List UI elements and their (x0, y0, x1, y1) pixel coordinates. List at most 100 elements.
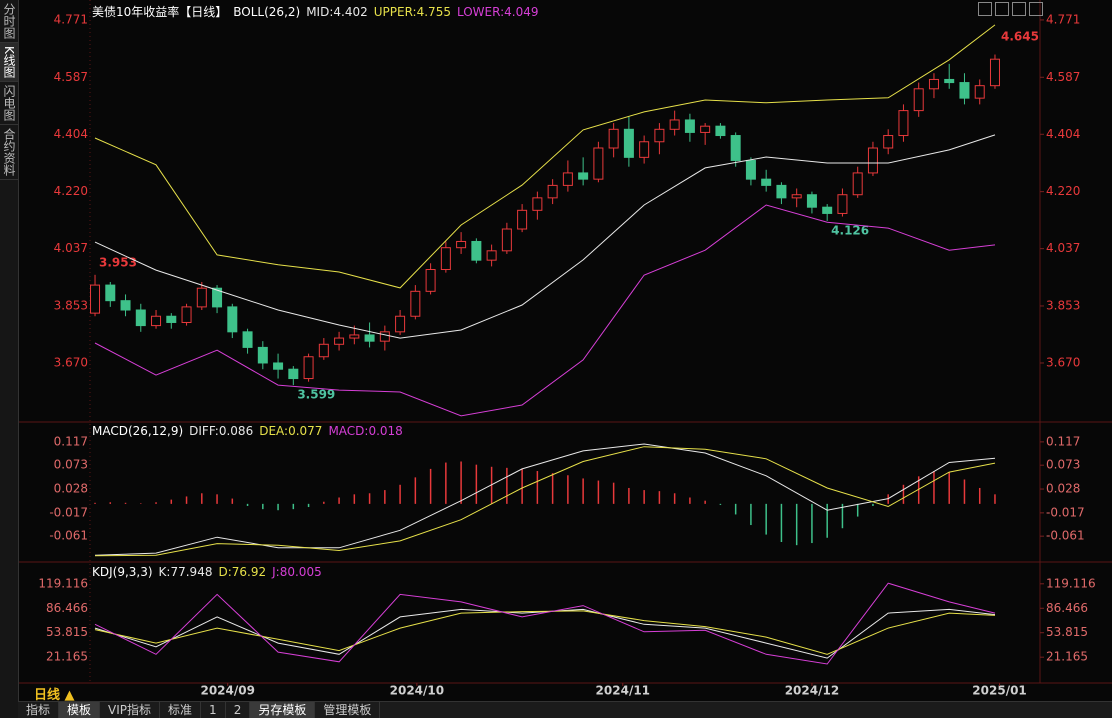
price-annotation: 4.645 (1001, 30, 1039, 44)
y-tick-label: 86.466 (1046, 601, 1088, 615)
candle-body (654, 128, 665, 143)
indicator-line (94, 24, 996, 289)
candle-body (349, 334, 360, 339)
toolbar-tab[interactable]: 标准 (160, 702, 202, 718)
candle-body (562, 172, 573, 186)
toolbar-tab[interactable]: 1 (201, 702, 226, 718)
legend-name: J: (272, 565, 280, 579)
legend-value: 4.755 (416, 4, 451, 19)
indicator-line (94, 204, 996, 417)
candle-body (181, 306, 192, 323)
price-annotation: 4.126 (831, 223, 869, 237)
toolbar-tab[interactable]: 管理模板 (315, 702, 381, 718)
indicator-line (94, 443, 996, 556)
toolbar-tab[interactable]: 另存模板 (250, 702, 316, 718)
icon[interactable] (1012, 2, 1026, 16)
candle-body (593, 147, 604, 180)
window-icons (978, 2, 1043, 16)
y-tick-label: 0.073 (1046, 458, 1080, 472)
side-tab[interactable]: 分时图 (0, 0, 18, 43)
toolbar-tab[interactable]: 2 (226, 702, 251, 718)
candle-body (379, 331, 390, 342)
y-tick-label: 4.771 (1046, 12, 1080, 26)
x-tick-label: 2024/11 (596, 684, 650, 698)
toolbar: 指标 模板 VIP指标 标准 1 2 另存模板 管理模板 (18, 701, 1112, 718)
y-tick-label: 4.404 (1046, 127, 1080, 141)
legend-entry: MID:4.402 (306, 5, 368, 19)
candle-body (578, 172, 589, 180)
candle-body (440, 247, 451, 271)
candle-body (456, 240, 467, 249)
icon[interactable] (978, 2, 992, 16)
candle-body (944, 78, 955, 84)
candle-body (639, 141, 650, 158)
legend-value: 0.018 (368, 424, 403, 438)
candle-body (852, 172, 863, 196)
legend-name: K: (158, 565, 171, 579)
side-tab[interactable]: 合约资料 (0, 125, 18, 180)
y-tick-label: 0.117 (1046, 434, 1080, 448)
y-tick-label: 21.165 (46, 650, 88, 664)
legend-entry: J:80.005 (272, 565, 322, 579)
period-label[interactable]: 日线 ▲ (34, 688, 75, 703)
indicator-line (94, 446, 996, 557)
title: 美债10年收益率【日线】 (92, 5, 228, 19)
candle-body (547, 184, 558, 199)
kdj-header: KDJ(9,3,3) K:77.948 D:76.92 J:80.005 (92, 565, 322, 579)
sidebar: 分时图 K线图 闪电图 合约资料 (0, 0, 19, 718)
y-tick-label: 0.028 (54, 482, 88, 496)
indicator: KDJ(9,3,3) (92, 565, 153, 579)
legend-entry: DIFF:0.086 (189, 424, 253, 438)
indicator: BOLL(26,2) (233, 4, 301, 19)
y-tick-label: 4.587 (1046, 70, 1080, 84)
legend-name: LOWER: (456, 4, 505, 19)
candle-body (90, 284, 101, 314)
legend-value: 76.92 (231, 565, 267, 579)
candle-body (151, 315, 162, 327)
legend-value: 0.077 (288, 424, 323, 438)
candle-body (791, 194, 802, 199)
toolbar-tab[interactable]: 指标 (18, 702, 60, 718)
candle-body (883, 135, 894, 149)
candle-body (486, 250, 497, 261)
price-annotation: 3.599 (297, 388, 335, 402)
candle-body (273, 362, 284, 370)
y-tick-label: 119.116 (38, 576, 88, 590)
candle-body (974, 85, 985, 99)
candle-body (822, 206, 833, 214)
legend-entry: MACD:0.018 (328, 424, 402, 438)
indicator-line (94, 610, 996, 655)
candle-body (501, 228, 512, 252)
y-tick-label: 86.466 (46, 601, 88, 615)
legend-entry: K:77.948 (159, 565, 213, 579)
y-tick-label: 3.853 (1046, 298, 1080, 312)
candle-body (135, 309, 146, 327)
y-tick-label: 4.771 (54, 12, 88, 26)
candle-body (257, 346, 268, 364)
icon[interactable] (1029, 2, 1043, 16)
candle-body (303, 356, 314, 380)
legend-entry: LOWER:4.049 (457, 5, 539, 19)
y-tick-label: 0.073 (54, 458, 88, 472)
y-tick-label: 119.116 (1046, 576, 1096, 590)
candle-body (913, 88, 924, 112)
legend-name: DIFF: (189, 424, 219, 438)
legend-value: 77.948 (170, 565, 213, 579)
side-tab[interactable]: 闪电图 (0, 82, 18, 125)
y-tick-label: -0.061 (49, 529, 88, 543)
side-tab[interactable]: K线图 (0, 43, 18, 82)
candle-body (196, 287, 207, 308)
candle-body (684, 119, 695, 133)
y-tick-label: -0.017 (1046, 505, 1085, 519)
candle-body (425, 269, 436, 292)
legend-name: UPPER: (373, 4, 417, 19)
x-tick-label: 2024/12 (785, 684, 839, 698)
x-tick-label: 2024/09 (200, 684, 254, 698)
candle-body (517, 209, 528, 230)
candle-body (837, 194, 848, 214)
toolbar-tab[interactable]: 模板 (59, 702, 101, 718)
toolbar-tab[interactable]: VIP指标 (100, 702, 161, 718)
icon[interactable] (995, 2, 1009, 16)
y-tick-label: 0.117 (54, 434, 88, 448)
x-tick-label: 2024/10 (390, 684, 444, 698)
